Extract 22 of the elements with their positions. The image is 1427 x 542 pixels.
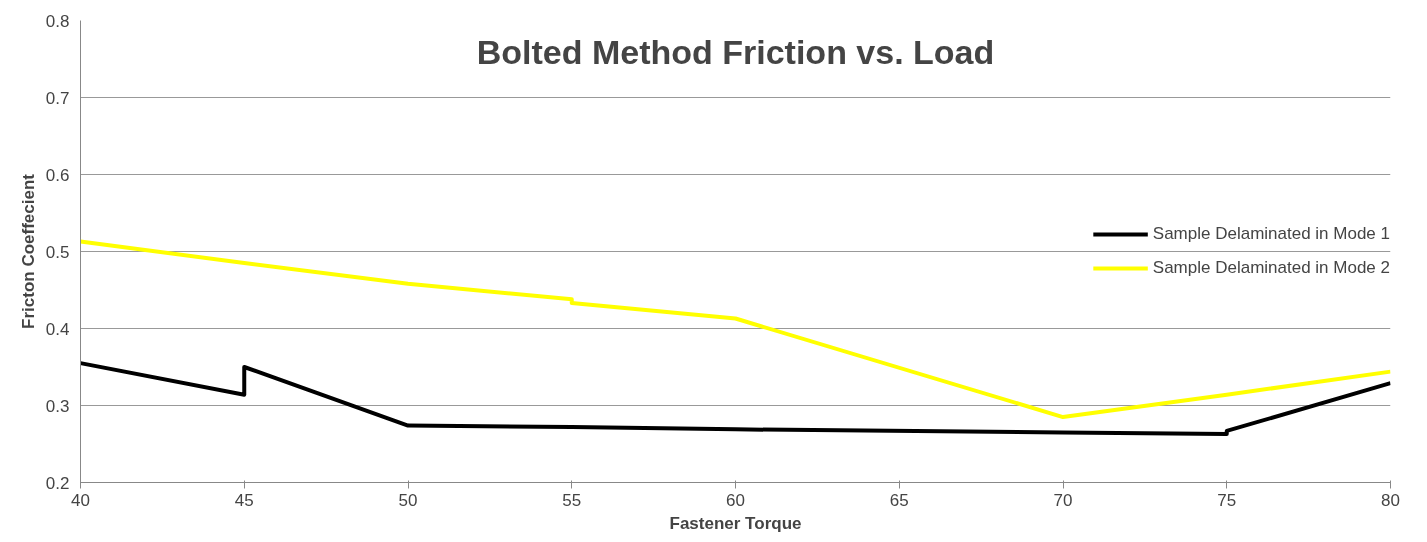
y-tick-label: 0.3 [45,396,70,416]
y-tick-label: 0.7 [45,88,70,108]
y-axis-title: Fricton Coeffecient [18,173,38,329]
x-tick-label: 55 [562,490,582,510]
y-tick-label: 0.8 [45,11,70,31]
line-series [80,361,1391,436]
x-axis-title: Fastener Torque [669,513,802,533]
y-tick-label: 0.6 [45,165,70,185]
y-tick-label: 0.5 [45,242,70,262]
x-tick-label: 50 [398,490,418,510]
x-tick-label: 45 [234,490,254,510]
y-tick-label: 0.4 [45,319,70,339]
chart-title: Bolted Method Friction vs. Load [476,32,995,71]
y-tick-label: 0.2 [45,473,70,493]
x-tick-label: 70 [1053,490,1073,510]
x-tick-label: 75 [1217,490,1237,510]
x-tick-label: 65 [889,490,909,510]
legend-label: Sample Delaminated in Mode 1 [1152,224,1390,244]
legend-label: Sample Delaminated in Mode 2 [1152,258,1390,278]
x-tick-label: 80 [1381,490,1400,510]
x-tick-label: 60 [726,490,745,510]
x-tick-label: 40 [71,490,90,510]
